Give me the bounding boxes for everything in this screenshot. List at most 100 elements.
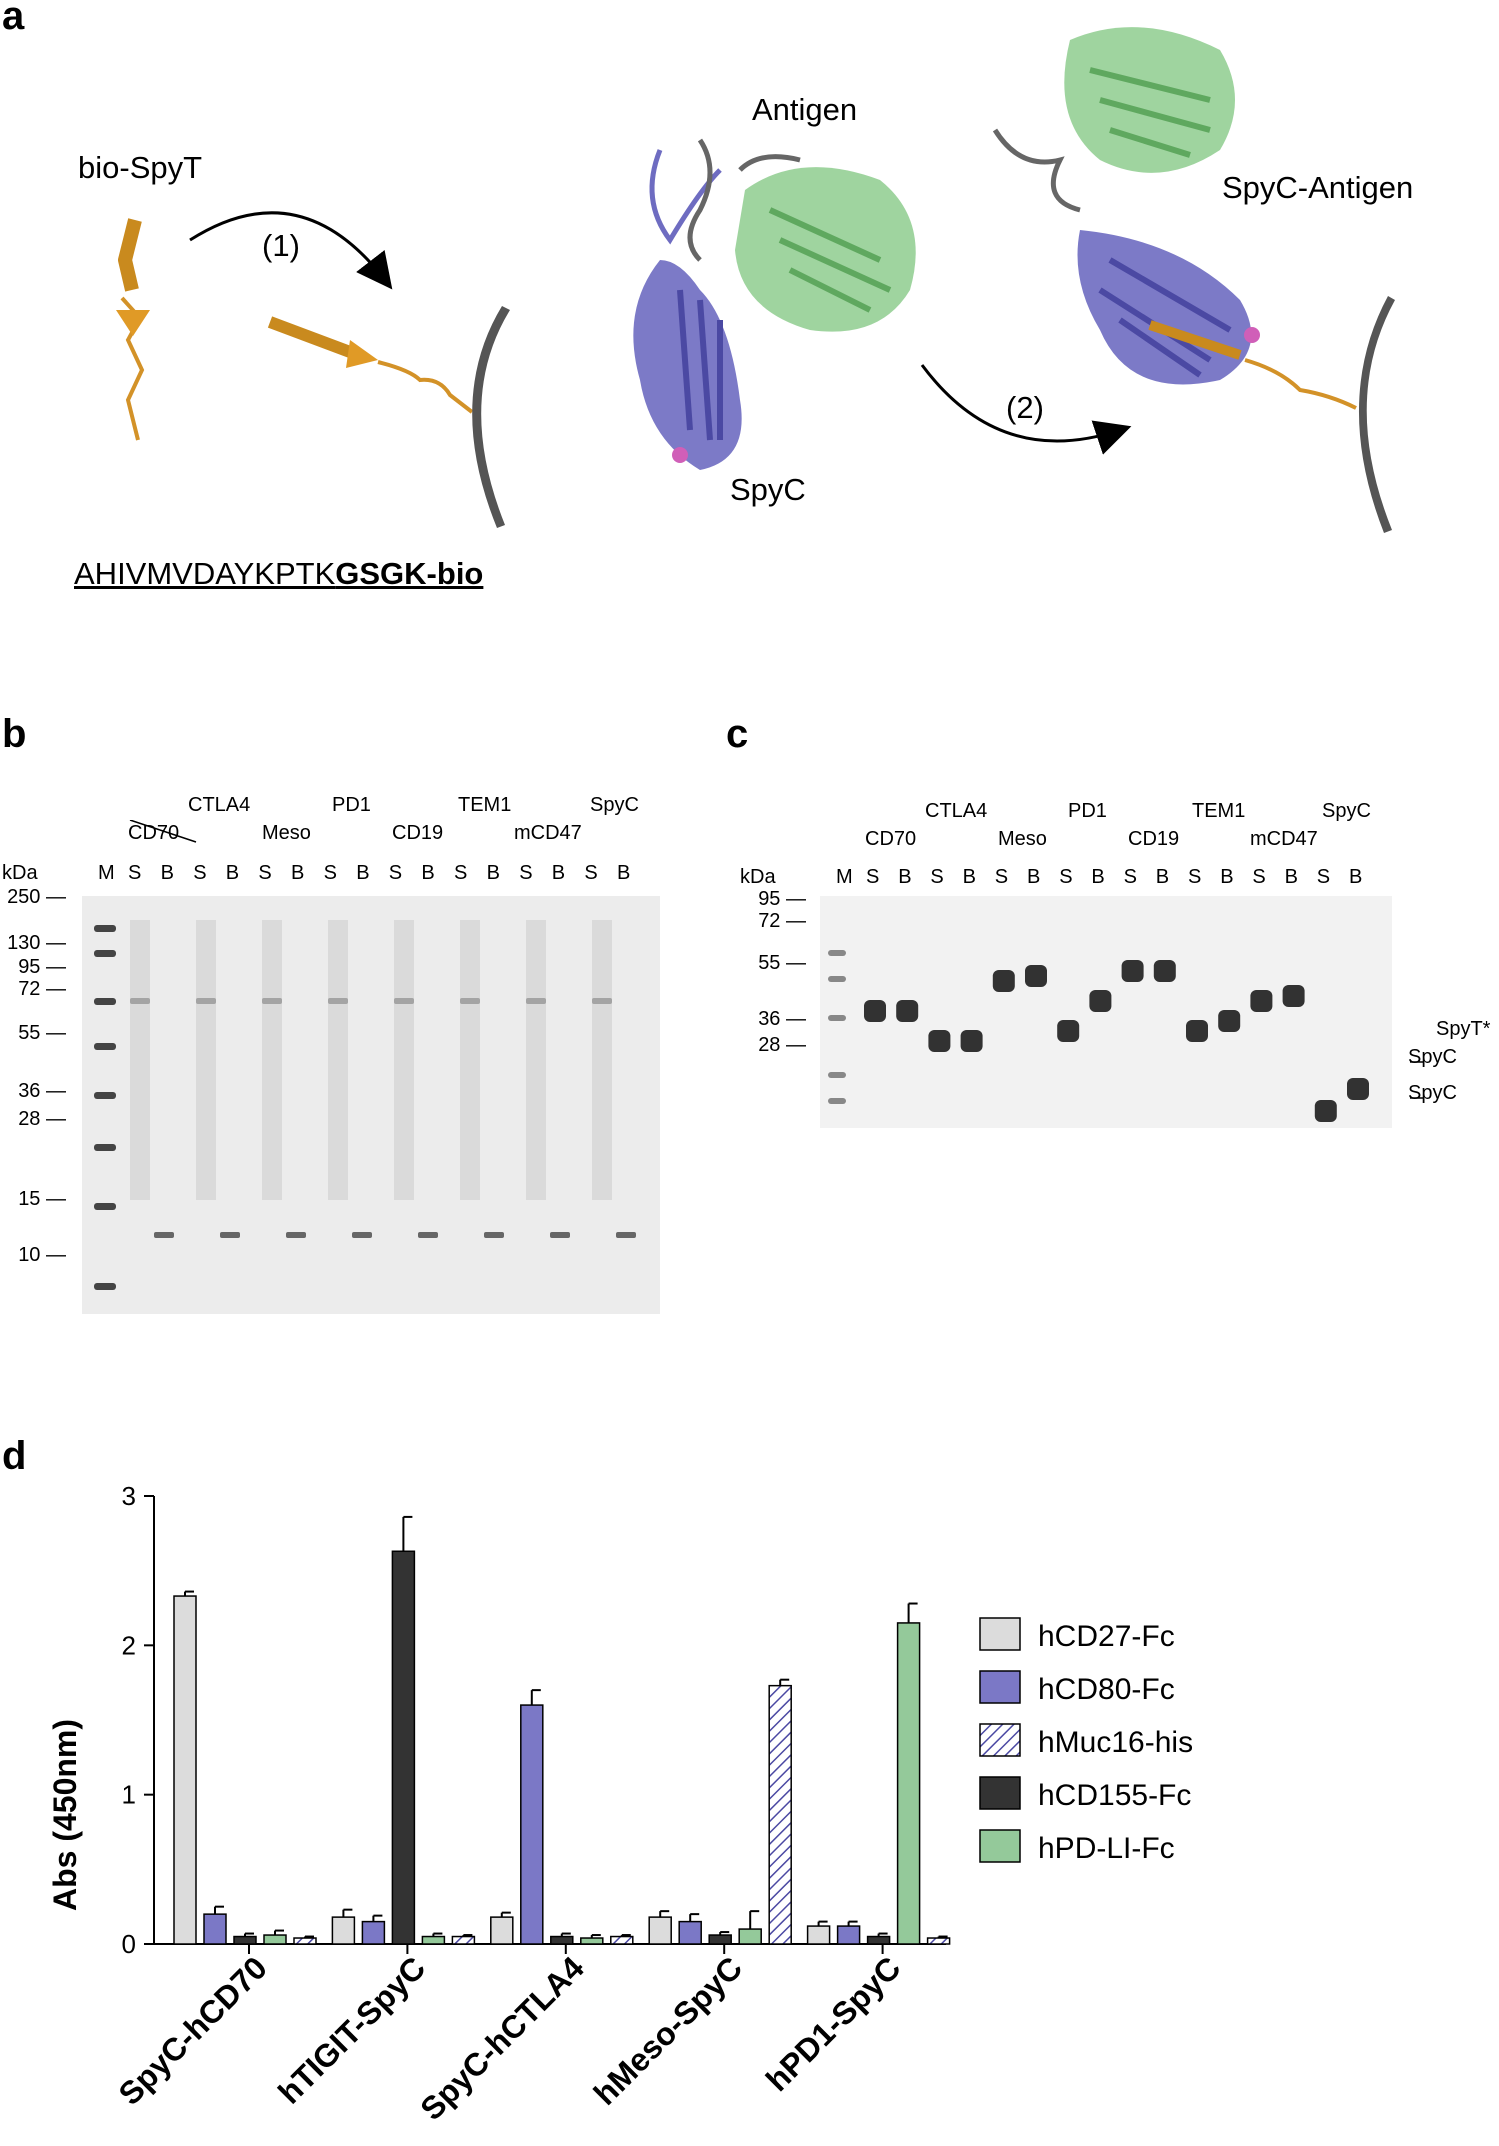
spyt-peptide-icon bbox=[116, 218, 150, 441]
bar bbox=[293, 1937, 317, 1945]
bar bbox=[263, 1934, 287, 1945]
y-tick-label: 2 bbox=[122, 1630, 136, 1660]
bar bbox=[866, 1935, 891, 1945]
gel-b-marker-label: M bbox=[98, 862, 115, 884]
gel-b-ladder: 250 — 130 —95 —72 — 55 — 36 — 28 — 15 — 10 — bbox=[0, 886, 80, 1310]
bar bbox=[331, 1916, 356, 1945]
panel-a-illustration bbox=[116, 27, 1395, 533]
bar bbox=[678, 1920, 702, 1945]
bar bbox=[708, 1934, 732, 1945]
bead-icon bbox=[472, 306, 510, 528]
bar bbox=[203, 1913, 227, 1945]
legend-label: hMuc16-his bbox=[1038, 1726, 1193, 1759]
sequence-plain: AHIVMVDAYKPTK bbox=[74, 556, 336, 591]
lane-label: S bbox=[994, 866, 1009, 888]
lane-label: S bbox=[323, 862, 337, 884]
lane-label: S bbox=[930, 866, 944, 888]
ladder-mark: 36 — bbox=[18, 1080, 66, 1102]
lane-label: S bbox=[193, 862, 207, 884]
lane-label: S bbox=[1252, 866, 1266, 888]
ladder-mark: 72 — bbox=[18, 978, 66, 1000]
lane-label: S bbox=[1188, 866, 1202, 888]
gel-c-right-label: SpyT* bbox=[1436, 1018, 1491, 1040]
bar bbox=[550, 1935, 574, 1945]
gel-b-top-label: CTLA4 bbox=[188, 794, 251, 816]
lane-label: B bbox=[160, 862, 174, 884]
x-tick-label: SpyC-hCD70 bbox=[111, 1949, 274, 2112]
panel-label-d: d bbox=[2, 1434, 27, 1478]
gel-c-top-label: CTLA4 bbox=[925, 800, 988, 822]
lane-label: B bbox=[421, 862, 435, 884]
gel-b-bottom-label: Meso bbox=[262, 822, 311, 844]
bar bbox=[806, 1925, 831, 1945]
lane-label: S bbox=[128, 862, 142, 884]
lane-label: B bbox=[1027, 866, 1041, 888]
lane-label: B bbox=[962, 866, 976, 888]
gel-c-bottom-label: CD70 bbox=[865, 828, 917, 850]
lane-label: B bbox=[1220, 866, 1234, 888]
lane-label: B bbox=[225, 862, 240, 884]
x-tick-label: hMeso-SpyC bbox=[587, 1949, 749, 2111]
bead-icon-2 bbox=[1358, 296, 1395, 533]
lane-label: B bbox=[356, 862, 370, 884]
lane-label: B bbox=[486, 862, 500, 884]
lane-label: S bbox=[519, 862, 533, 884]
lane-label: S bbox=[258, 862, 272, 884]
bar bbox=[173, 1595, 197, 1945]
bio-spyt-label: bio-SpyT bbox=[78, 150, 203, 185]
gel-c-marker-label: M bbox=[836, 866, 853, 888]
spyc-antigen-complex-icon bbox=[992, 27, 1357, 410]
gel-c-kda-label: kDa bbox=[740, 866, 776, 888]
lane-label: B bbox=[1349, 866, 1363, 888]
gel-c-top-label: SpyC bbox=[1322, 800, 1371, 822]
lane-label: B bbox=[1284, 866, 1298, 888]
gel-b-top-label: SpyC bbox=[590, 794, 639, 816]
bar bbox=[391, 1550, 416, 1945]
y-tick-label: 0 bbox=[122, 1929, 136, 1959]
x-tick-label: hPD1-SpyC bbox=[759, 1949, 908, 2098]
bar bbox=[361, 1920, 386, 1945]
ladder-mark: 95 — bbox=[18, 956, 66, 978]
antigen-label: Antigen bbox=[752, 92, 858, 127]
lane-label: S bbox=[1123, 866, 1137, 888]
gel-b-bottom-label: mCD47 bbox=[514, 822, 582, 844]
x-tick-label: SpyC-hCTLA4 bbox=[413, 1949, 591, 2127]
lane-label: B bbox=[551, 862, 566, 884]
gel-c-bottom-label: Meso bbox=[998, 828, 1047, 850]
gel-b-bottom-label: CD70 bbox=[128, 822, 180, 844]
sequence-label: AHIVMVDAYKPTKGSGK-bio bbox=[74, 556, 483, 592]
legend-label: hCD80-Fc bbox=[1038, 1673, 1175, 1706]
arrow-step2 bbox=[920, 364, 1132, 455]
lane-label: B bbox=[291, 862, 305, 884]
ladder-mark: 130 — bbox=[7, 932, 66, 954]
lane-label: B bbox=[617, 862, 631, 884]
gel-c-top-label: PD1 bbox=[1068, 800, 1107, 822]
legend-swatch bbox=[979, 1670, 1021, 1704]
panel-label-a: a bbox=[2, 0, 25, 38]
gel-c-ladder: 95 —72 — 55 — 36 — 28 — bbox=[740, 888, 820, 1132]
ladder-mark: 95 — bbox=[758, 888, 806, 910]
bar bbox=[836, 1925, 861, 1945]
bar bbox=[233, 1935, 257, 1945]
bar bbox=[490, 1916, 514, 1945]
panel-label-c: c bbox=[726, 712, 749, 756]
legend-swatch bbox=[979, 1723, 1021, 1757]
legend-swatch bbox=[979, 1617, 1021, 1651]
gel-b-image bbox=[82, 820, 660, 1314]
bar bbox=[896, 1622, 921, 1945]
gel-b-top-label: TEM1 bbox=[458, 794, 512, 816]
ladder-mark: 10 — bbox=[18, 1244, 66, 1266]
ladder-mark: 36 — bbox=[758, 1008, 806, 1030]
ladder-mark: 72 — bbox=[758, 910, 806, 932]
bar bbox=[738, 1928, 762, 1945]
legend-swatch bbox=[979, 1829, 1021, 1863]
chart-y-axis-label: Abs (450nm) bbox=[47, 1719, 83, 1911]
lane-label: S bbox=[388, 862, 403, 884]
x-tick-label: hTIGIT-SpyC bbox=[271, 1949, 432, 2110]
bar bbox=[926, 1937, 951, 1945]
bound-spyt-icon bbox=[267, 316, 474, 414]
bar bbox=[580, 1937, 604, 1945]
sequence-bold: GSGK-bio bbox=[335, 556, 484, 591]
bar bbox=[451, 1935, 476, 1945]
